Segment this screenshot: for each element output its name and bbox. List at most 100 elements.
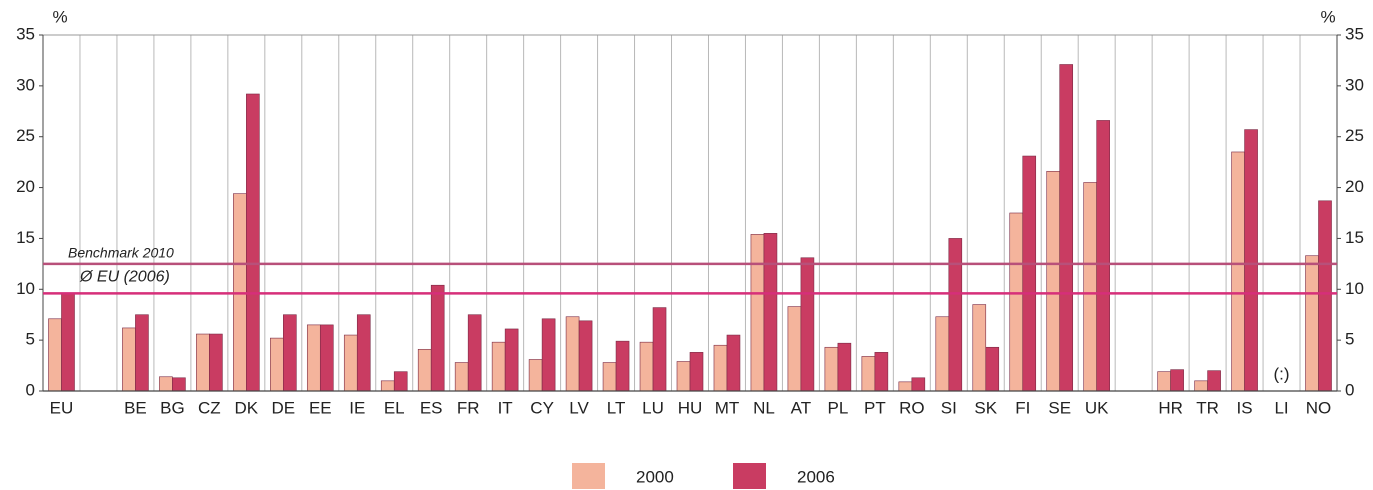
x-tick-label: BG (160, 398, 185, 417)
reference-label: Benchmark 2010 (68, 245, 174, 261)
y-tick-label: 35 (16, 24, 35, 43)
bar (528, 359, 543, 392)
x-tick-label: EE (309, 398, 332, 417)
bar (159, 376, 173, 392)
bar (1022, 155, 1037, 392)
bar (972, 304, 987, 392)
bar (61, 293, 75, 392)
x-tick-label: PL (827, 398, 848, 417)
bar (602, 362, 617, 392)
y2-tick-label: 30 (1345, 75, 1364, 94)
bar (135, 314, 149, 392)
bar (319, 324, 334, 392)
bar (48, 318, 62, 392)
x-tick-label: EL (384, 398, 405, 417)
y-tick-label: 10 (16, 279, 35, 298)
bar (491, 341, 506, 392)
x-tick-label: TR (1196, 398, 1219, 417)
y-tick-label: 20 (16, 177, 35, 196)
x-tick-label: EU (50, 398, 74, 417)
x-tick-label: SI (941, 398, 957, 417)
bar (935, 316, 950, 392)
bar (1207, 370, 1221, 392)
y2-tick-label: 15 (1345, 228, 1364, 247)
bar (565, 316, 580, 392)
legend-label: 2006 (797, 467, 835, 486)
x-tick-label: FR (457, 398, 480, 417)
legend-swatch (733, 463, 766, 489)
reference-label: Ø EU (2006) (79, 269, 170, 286)
y2-tick-label: 10 (1345, 279, 1364, 298)
x-tick-label: PT (864, 398, 886, 417)
bar (1009, 212, 1024, 392)
bar (800, 257, 815, 392)
bar (874, 352, 889, 392)
bar (209, 333, 223, 392)
y-tick-label: 30 (16, 75, 35, 94)
bar (898, 381, 913, 392)
bar (1244, 129, 1258, 392)
x-tick-label: LT (607, 398, 626, 417)
bar (726, 334, 741, 392)
bar (356, 314, 371, 392)
bar (172, 377, 186, 392)
bar (246, 93, 260, 392)
y-tick-label: 15 (16, 228, 35, 247)
x-tick-label: BE (124, 398, 147, 417)
x-tick-label: NL (753, 398, 775, 417)
y-tick-label: 25 (16, 126, 35, 145)
x-tick-label: FI (1015, 398, 1030, 417)
y-axis-unit-right: % (1320, 7, 1335, 26)
y-tick-label: 5 (26, 330, 35, 349)
bar (283, 314, 297, 392)
bar (541, 318, 556, 392)
x-tick-label: DK (235, 398, 259, 417)
bar (861, 356, 876, 392)
bar (1059, 64, 1074, 392)
bar (306, 324, 321, 392)
x-tick-label: RO (899, 398, 925, 417)
x-tick-label: ES (420, 398, 443, 417)
x-tick-label: AT (791, 398, 811, 417)
x-tick-label: HR (1158, 398, 1183, 417)
x-tick-label: DE (272, 398, 296, 417)
bar (343, 334, 358, 392)
x-tick-label: CY (530, 398, 554, 417)
bar (615, 340, 630, 392)
bar (270, 337, 284, 392)
y2-tick-label: 0 (1345, 380, 1354, 399)
bar (1170, 369, 1184, 392)
bar (1083, 182, 1097, 392)
y2-tick-label: 5 (1345, 330, 1354, 349)
bar (578, 320, 593, 392)
bar (713, 344, 728, 392)
y2-tick-label: 20 (1345, 177, 1364, 196)
bar (1157, 371, 1171, 392)
bar (985, 346, 1000, 392)
x-tick-label: SE (1048, 398, 1071, 417)
y2-tick-label: 25 (1345, 126, 1364, 145)
bar (676, 361, 691, 392)
bar (689, 352, 704, 392)
x-tick-label: IE (349, 398, 365, 417)
bar (750, 234, 765, 392)
x-tick-label: SK (974, 398, 997, 417)
x-tick-label: LV (569, 398, 589, 417)
bar (763, 233, 778, 392)
bar (1194, 380, 1208, 392)
bar (652, 307, 667, 392)
x-tick-label: MT (715, 398, 740, 417)
legend-swatch (572, 463, 605, 489)
x-tick-label: HU (678, 398, 703, 417)
bar (1231, 151, 1245, 392)
x-tick-label: UK (1085, 398, 1109, 417)
annotation: (:) (1274, 364, 1290, 383)
bar (454, 362, 469, 392)
bar (196, 333, 210, 392)
x-tick-label: LI (1274, 398, 1288, 417)
bar (911, 377, 926, 392)
bar (1096, 120, 1110, 392)
x-tick-label: IS (1237, 398, 1253, 417)
bar (393, 371, 408, 392)
